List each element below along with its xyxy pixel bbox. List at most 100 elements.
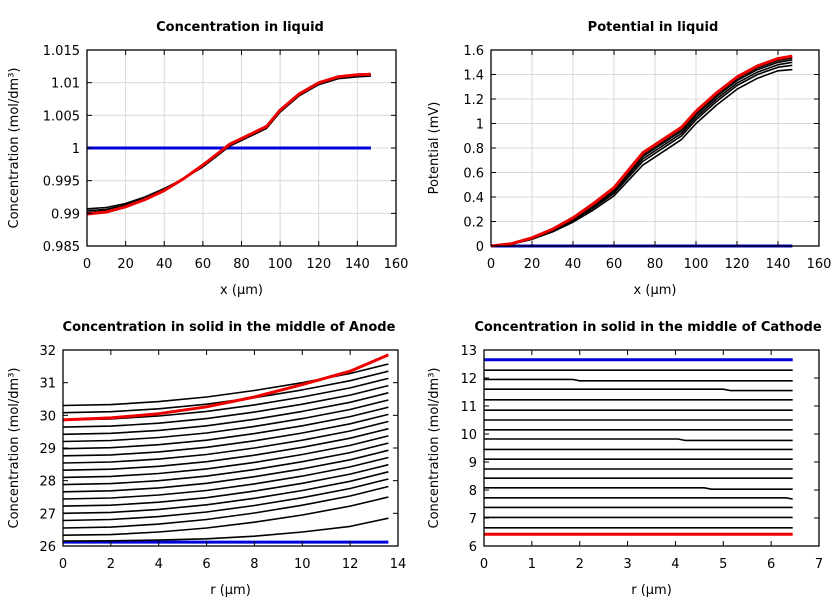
series-line-1 <box>86 75 371 210</box>
x-tick-label: 12 <box>342 557 359 572</box>
x-tick-label: 1 <box>528 557 536 572</box>
x-tick-label: 2 <box>576 557 584 572</box>
x-tick-label: 20 <box>524 257 541 272</box>
series-line-16 <box>62 392 389 436</box>
y-tick-label: 26 <box>39 540 56 555</box>
y-tick-label: 12 <box>460 372 477 387</box>
chart-3: 0 2 4 6 8 10 12 14 26 27 28 29 30 31 32 Concentration i… <box>7 320 406 598</box>
y-tick-label: 0.8 <box>463 142 484 157</box>
chart-2: 0 20 40 60 80 100 120 140 160 0 0.2 0.4 0.6 0.8 1 1.2 1.… <box>427 20 831 298</box>
series-line-17 <box>62 384 389 428</box>
series-line-2 <box>62 496 389 536</box>
x-tick-label: 2 <box>107 557 115 572</box>
y-tick-label: 27 <box>39 507 56 522</box>
y-tick-label: 29 <box>39 442 56 457</box>
y-tick-label: 8 <box>469 484 477 499</box>
chart-title: Concentration in liquid <box>156 20 324 35</box>
y-tick-label: 13 <box>460 344 477 359</box>
x-tick-label: 160 <box>807 257 832 272</box>
series-line-6 <box>490 54 793 248</box>
y-tick-label: 7 <box>469 512 477 527</box>
y-tick-label: 28 <box>39 475 56 490</box>
series-line-13 <box>484 486 793 491</box>
y-tick-label: 0.2 <box>463 216 484 231</box>
x-tick-label: 120 <box>306 257 331 272</box>
x-tick-label: 60 <box>195 257 212 272</box>
series-line-11 <box>62 427 389 471</box>
x-tick-label: 3 <box>623 557 631 572</box>
series-line-3 <box>484 388 793 392</box>
series-line-4 <box>62 478 389 522</box>
y-tick-label: 30 <box>39 409 56 424</box>
y-tick-label: 31 <box>39 377 56 392</box>
y-tick-label: 1.2 <box>463 93 484 108</box>
x-tick-label: 4 <box>671 557 679 572</box>
y-tick-label: 1 <box>72 142 80 157</box>
y-tick-label: 1.6 <box>463 44 484 59</box>
series-line-2 <box>484 378 793 382</box>
series-line-14 <box>484 496 793 500</box>
x-tick-label: 160 <box>384 257 409 272</box>
x-tick-label: 80 <box>233 257 250 272</box>
y-axis-label: Potential (mV) <box>427 102 442 195</box>
y-tick-label: 1 <box>476 118 484 133</box>
chart-title: Potential in liquid <box>588 20 719 35</box>
x-tick-label: 100 <box>684 257 709 272</box>
x-tick-label: 5 <box>719 557 727 572</box>
series-line-13 <box>62 413 389 457</box>
series-line-3 <box>62 485 389 529</box>
chart-title: Concentration in solid in the middle of … <box>63 320 396 335</box>
series-line-7 <box>62 456 389 500</box>
x-tick-label: 6 <box>767 557 775 572</box>
series-line-1 <box>62 517 389 542</box>
x-tick-label: 140 <box>766 257 791 272</box>
x-tick-label: 20 <box>117 257 134 272</box>
x-tick-label: 60 <box>606 257 623 272</box>
series-line-20 <box>62 363 389 407</box>
x-tick-label: 10 <box>294 557 311 572</box>
y-tick-label: 0.4 <box>463 191 484 206</box>
x-tick-label: 40 <box>565 257 582 272</box>
x-axis-label: r (μm) <box>210 583 251 598</box>
y-tick-label: 1.005 <box>43 109 80 124</box>
x-tick-label: 0 <box>83 257 91 272</box>
y-tick-label: 32 <box>39 344 56 359</box>
series-line-10 <box>62 435 389 479</box>
y-tick-label: 11 <box>460 400 477 415</box>
x-tick-label: 14 <box>390 557 407 572</box>
series-line-9 <box>62 442 389 486</box>
x-tick-label: 4 <box>155 557 163 572</box>
series-line-15 <box>62 399 389 443</box>
series-line-8 <box>484 438 793 442</box>
x-tick-label: 7 <box>815 557 823 572</box>
series-line-4 <box>86 72 371 216</box>
x-axis-label: x (μm) <box>634 283 677 298</box>
y-tick-label: 1.015 <box>43 44 80 59</box>
series-line-19 <box>62 370 389 414</box>
axes-frame <box>483 349 820 547</box>
y-tick-label: 0.995 <box>43 175 80 190</box>
y-axis-label: Concentration (mol/dm³) <box>7 368 22 529</box>
x-tick-label: 0 <box>59 557 67 572</box>
y-tick-label: 0.6 <box>463 167 484 182</box>
x-tick-label: 0 <box>480 557 488 572</box>
y-tick-label: 0 <box>476 240 484 255</box>
x-tick-label: 140 <box>345 257 370 272</box>
x-axis-label: r (μm) <box>631 583 672 598</box>
series-line-5 <box>62 471 389 515</box>
chart-1: 0 20 40 60 80 100 120 140 160 0.985 0.99 0.995 1 1.00… <box>7 20 408 298</box>
series-line-12 <box>62 420 389 464</box>
chart-title: Concentration in solid in the middle of … <box>474 320 822 335</box>
y-tick-label: 10 <box>460 428 477 443</box>
y-tick-label: 0.99 <box>51 207 80 222</box>
y-axis-label: Concentration (mol/dm³) <box>7 68 22 229</box>
y-tick-label: 1.4 <box>463 69 484 84</box>
x-tick-label: 0 <box>487 257 495 272</box>
x-tick-label: 100 <box>268 257 293 272</box>
y-tick-label: 1.01 <box>51 77 80 92</box>
x-axis-label: x (μm) <box>220 283 263 298</box>
y-axis-label: Concentration (mol/dm³) <box>427 368 442 529</box>
series-line-18 <box>62 377 389 421</box>
series-line-8 <box>62 449 389 493</box>
